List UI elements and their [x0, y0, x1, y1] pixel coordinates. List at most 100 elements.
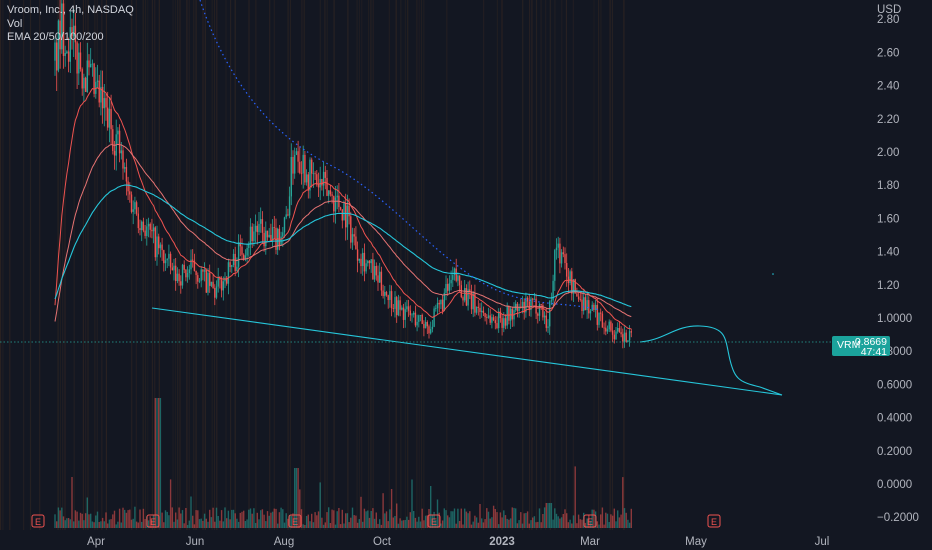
candle-body	[615, 331, 617, 340]
candle-body	[402, 307, 405, 320]
volume-bar	[525, 513, 527, 528]
candle-body	[542, 305, 544, 318]
volume-bar	[603, 524, 605, 528]
candle-body	[418, 315, 420, 322]
legend-symbol[interactable]: Vroom, Inc., 4h, NASDAQ	[7, 4, 134, 16]
session-band	[186, 0, 188, 530]
volume-bar	[600, 514, 602, 528]
candle-body	[118, 130, 121, 154]
volume-bar	[532, 517, 534, 528]
candle-body	[572, 279, 575, 294]
volume-bar	[288, 515, 291, 528]
candle-body	[537, 313, 539, 316]
candle-body	[73, 25, 75, 37]
candle-body	[389, 291, 391, 300]
volume-bar	[263, 514, 265, 528]
candle-body	[406, 306, 408, 310]
candle-body	[241, 246, 243, 255]
volume-bar	[188, 520, 190, 528]
candle-body	[474, 293, 476, 313]
price-tick-label: 1.80	[877, 180, 899, 192]
candle-body	[137, 213, 139, 229]
candle-body	[202, 269, 204, 272]
session-band	[388, 0, 390, 530]
volume-bar	[345, 513, 347, 528]
session-band	[531, 0, 533, 530]
candle-body	[358, 258, 360, 261]
volume-bar	[617, 510, 619, 528]
volume-bar	[520, 512, 522, 528]
candle-body	[305, 174, 308, 183]
candle-body	[477, 306, 479, 308]
candle-body	[277, 228, 279, 250]
candle-body	[407, 306, 410, 311]
volume-bar	[457, 508, 459, 528]
volume-bar	[134, 506, 136, 528]
volume-bar	[243, 510, 245, 528]
volume-bar	[260, 510, 262, 528]
candle-body	[273, 227, 275, 228]
candle-body	[110, 108, 112, 130]
volume-bar	[501, 517, 503, 528]
candle-body	[135, 202, 138, 214]
volume-bar	[271, 511, 274, 528]
volume-bar	[470, 524, 473, 528]
volume-bar	[149, 516, 151, 528]
candle-body	[360, 258, 362, 267]
session-band	[496, 0, 498, 530]
candle-body	[101, 86, 104, 109]
session-band	[404, 0, 406, 530]
volume-bar	[297, 468, 299, 528]
candle-body	[265, 230, 267, 247]
candle-body	[171, 267, 173, 271]
candle-body	[445, 284, 447, 293]
session-band	[273, 0, 275, 530]
volume-bar	[135, 521, 138, 528]
candle-body	[231, 265, 233, 267]
volume-bar	[482, 522, 485, 528]
volume-bar	[237, 521, 240, 528]
candle-body	[122, 150, 124, 169]
volume-bar	[56, 521, 58, 528]
price-axis: USD 2.80 2.60 2.40 2.20 2.00 1.80 1.60 1.40 1.20…	[877, 4, 919, 524]
candle-body	[577, 296, 580, 300]
session-band	[535, 0, 538, 530]
candle-body	[86, 60, 88, 92]
volume-bar	[226, 518, 228, 528]
candle-body	[294, 155, 296, 174]
volume-bar	[498, 524, 500, 528]
candle-body	[611, 330, 614, 335]
volume-bar	[513, 507, 515, 528]
volume-bar	[509, 518, 512, 528]
session-band	[202, 0, 204, 530]
volume-bar	[163, 522, 165, 528]
candle-body	[107, 107, 109, 128]
legend-ema[interactable]: EMA 20/50/100/200	[7, 31, 104, 43]
candle-body	[198, 280, 201, 282]
candle-body	[268, 234, 270, 238]
volume-bar	[331, 509, 333, 528]
volume-bar	[185, 508, 187, 528]
volume-bar	[494, 509, 496, 528]
candle-body	[334, 197, 337, 212]
candle-body	[317, 184, 320, 188]
candle-body	[465, 288, 468, 306]
volume-bar	[389, 509, 391, 528]
session-band	[82, 0, 84, 530]
volume-bar	[436, 499, 439, 528]
volume-bar	[598, 524, 600, 528]
candle-body	[78, 52, 80, 74]
legend-volume[interactable]: Vol	[7, 17, 23, 30]
volume-bar	[545, 503, 547, 528]
volume-bar	[107, 523, 109, 528]
candle-body	[530, 298, 532, 310]
candle-body	[88, 60, 90, 68]
candle-body	[370, 259, 372, 264]
candle-body	[285, 214, 287, 218]
candle-body	[79, 52, 82, 70]
volume-bar	[435, 519, 437, 528]
volume-bar	[321, 517, 323, 528]
candle-body	[71, 27, 73, 37]
